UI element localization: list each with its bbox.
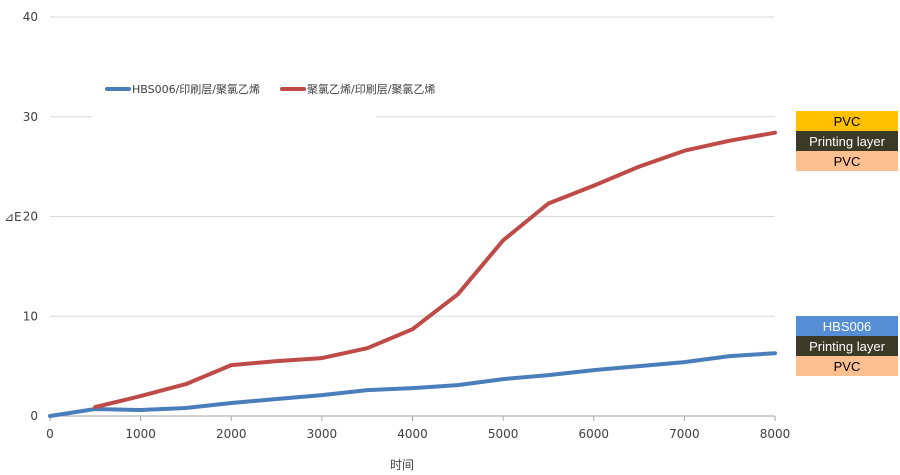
- legend-background: [92, 76, 376, 120]
- x-tick-label: 2000: [216, 427, 247, 441]
- layer-box: Printing layer: [796, 336, 898, 356]
- x-axis-ticks: 0 1000 2000 3000 4000 5000 6000 7000 8000: [46, 416, 790, 441]
- x-tick-label: 0: [46, 427, 54, 441]
- y-tick-label: 30: [23, 110, 38, 124]
- layer-box: Printing layer: [796, 131, 898, 151]
- legend-entry-1: 聚氯乙烯/印刷层/聚氯乙烯: [307, 82, 435, 96]
- x-tick-label: 3000: [307, 427, 338, 441]
- x-tick-label: 7000: [669, 427, 700, 441]
- x-tick-label: 5000: [488, 427, 519, 441]
- x-axis-title: 时间: [390, 458, 414, 472]
- x-tick-label: 4000: [397, 427, 428, 441]
- legend: HBS006/印刷层/聚氯乙烯 聚氯乙烯/印刷层/聚氯乙烯: [92, 76, 435, 120]
- layer-box: PVC: [796, 111, 898, 131]
- x-tick-label: 1000: [125, 427, 156, 441]
- x-tick-label: 6000: [578, 427, 609, 441]
- series-line-1: [93, 130, 777, 409]
- series-lines: [48, 130, 777, 418]
- series-line-0: [48, 351, 777, 418]
- y-axis-title: ⊿E: [4, 210, 22, 224]
- y-tick-label: 0: [30, 409, 38, 423]
- legend-entry-0: HBS006/印刷层/聚氯乙烯: [132, 82, 260, 96]
- layer-box: PVC: [796, 356, 898, 376]
- y-tick-label: 10: [23, 309, 38, 323]
- layer-box: PVC: [796, 151, 898, 171]
- x-tick-label: 8000: [760, 427, 791, 441]
- y-tick-label: 20: [23, 210, 38, 224]
- gridlines: [50, 16, 775, 317]
- y-axis-ticks: 0 10 20 30 40: [23, 10, 38, 423]
- layer-box: HBS006: [796, 316, 898, 336]
- y-tick-label: 40: [23, 10, 38, 24]
